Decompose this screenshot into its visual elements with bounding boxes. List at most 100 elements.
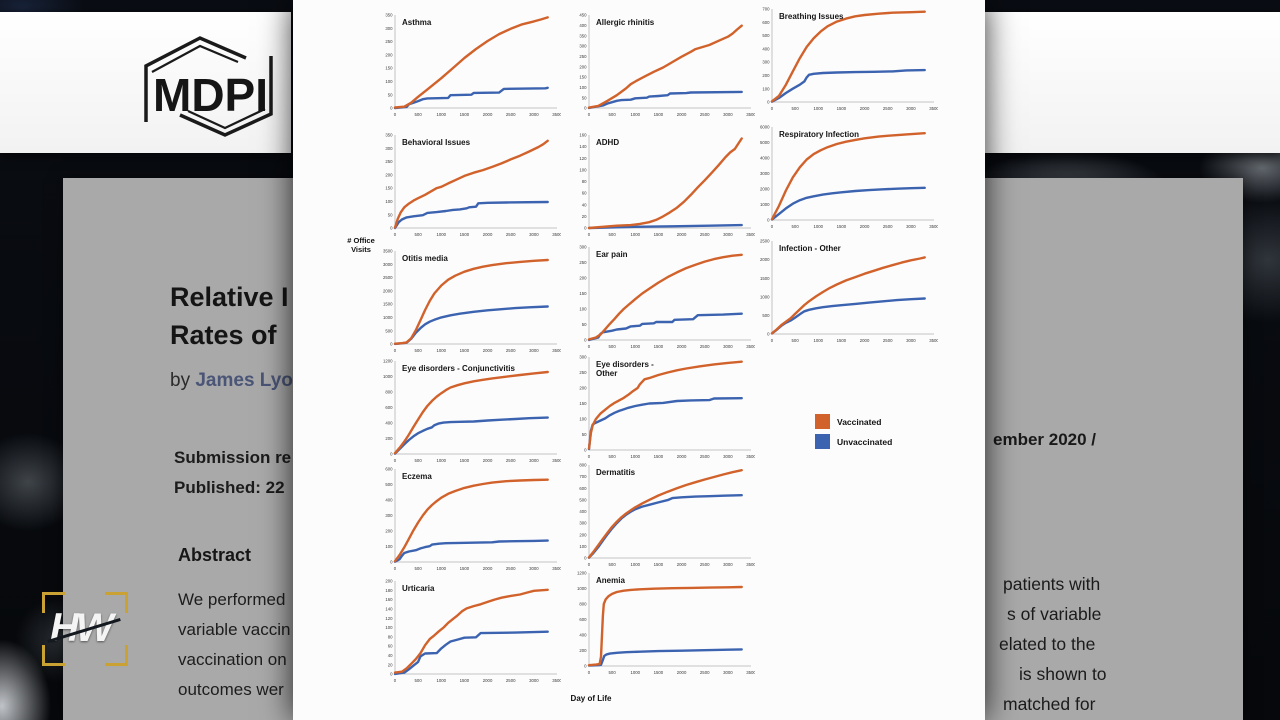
submission-line: Submission re: [174, 448, 292, 467]
svg-text:500: 500: [415, 112, 423, 117]
chart-ear-pain: 0 50 100 150 200 250 300 0 500 1000 1500 2000 2500 30…: [565, 240, 756, 358]
paper-page-center: # Office Visits 0 50 100 150 200 250 300 350 0 50…: [293, 0, 985, 720]
author-link[interactable]: James Lyo: [195, 370, 293, 391]
svg-text:50: 50: [582, 95, 587, 100]
svg-text:200: 200: [579, 532, 587, 537]
svg-text:3500: 3500: [929, 106, 938, 111]
svg-text:3000: 3000: [723, 454, 733, 459]
svg-text:1500: 1500: [460, 112, 470, 117]
svg-text:100: 100: [579, 417, 587, 422]
svg-text:300: 300: [385, 146, 393, 151]
chart-eczema: 0 100 200 300 400 500 600 0 500 1000 1500 2000 2500 3…: [371, 462, 562, 580]
svg-text:Allergic rhinitis: Allergic rhinitis: [596, 18, 655, 27]
svg-text:0: 0: [771, 338, 774, 343]
svg-text:5000: 5000: [760, 140, 770, 145]
chart-dermatitis: 0 100 200 300 400 500 600 700 800 0 500 1000 1500 200…: [565, 458, 756, 576]
svg-text:500: 500: [385, 328, 393, 333]
svg-text:0: 0: [394, 112, 397, 117]
svg-text:3000: 3000: [383, 262, 393, 267]
svg-text:500: 500: [415, 566, 423, 571]
svg-text:1200: 1200: [383, 359, 393, 364]
svg-text:1000: 1000: [437, 678, 447, 683]
svg-text:3500: 3500: [746, 344, 755, 349]
svg-text:500: 500: [415, 678, 423, 683]
svg-text:1000: 1000: [814, 224, 824, 229]
svg-text:0: 0: [390, 342, 393, 347]
svg-text:700: 700: [762, 7, 770, 12]
svg-text:400: 400: [385, 498, 393, 503]
svg-text:Asthma: Asthma: [402, 18, 432, 27]
svg-text:3500: 3500: [552, 458, 561, 463]
svg-text:3000: 3000: [723, 112, 733, 117]
svg-text:60: 60: [388, 644, 393, 649]
svg-text:1500: 1500: [654, 670, 664, 675]
svg-text:3000: 3000: [529, 232, 539, 237]
svg-text:2500: 2500: [700, 112, 710, 117]
svg-text:500: 500: [415, 348, 423, 353]
svg-text:0: 0: [588, 454, 591, 459]
svg-text:50: 50: [582, 432, 587, 437]
svg-text:0: 0: [394, 348, 397, 353]
svg-text:80: 80: [388, 634, 393, 639]
svg-text:1000: 1000: [631, 454, 641, 459]
mdpi-logo-band: MDPI: [0, 12, 291, 153]
chart-behavioral-issues: 0 50 100 150 200 250 300 350 0 500 1000 1500 2000 250…: [371, 128, 562, 246]
svg-text:1000: 1000: [437, 232, 447, 237]
svg-text:250: 250: [579, 54, 587, 59]
svg-text:Dermatitis: Dermatitis: [596, 468, 636, 477]
paper-title-line2: Rates of: [170, 320, 277, 350]
svg-text:200: 200: [385, 529, 393, 534]
svg-text:300: 300: [762, 60, 770, 65]
svg-text:500: 500: [792, 106, 800, 111]
svg-text:1500: 1500: [460, 458, 470, 463]
svg-text:2500: 2500: [506, 566, 516, 571]
svg-text:200: 200: [385, 172, 393, 177]
svg-text:Respiratory Infection: Respiratory Infection: [779, 130, 859, 139]
svg-text:200: 200: [579, 64, 587, 69]
svg-text:Eye disorders -: Eye disorders -: [596, 360, 654, 369]
svg-text:350: 350: [579, 33, 587, 38]
svg-text:800: 800: [579, 463, 587, 468]
text-line: patients with: [1003, 574, 1101, 594]
svg-text:1500: 1500: [460, 678, 470, 683]
chart-asthma: 0 50 100 150 200 250 300 350 0 500 1000 1500 2000 250…: [371, 8, 562, 126]
svg-text:1500: 1500: [460, 566, 470, 571]
paper-page-left: Relative I Rates of by James Lyo Submiss…: [63, 178, 293, 720]
svg-text:150: 150: [579, 291, 587, 296]
legend-label: Unvaccinated: [837, 436, 893, 447]
svg-text:Ear pain: Ear pain: [596, 250, 628, 259]
svg-text:400: 400: [579, 509, 587, 514]
svg-text:600: 600: [385, 405, 393, 410]
svg-text:2500: 2500: [883, 224, 893, 229]
svg-text:100: 100: [579, 167, 587, 172]
chart-anemia: 0 200 400 600 800 1000 1200 0 500 1000 1500 2000 250…: [565, 566, 756, 684]
chart-eye-disorders-other: 0 50 100 150 200 250 300 0 500 1000 1500 2000 2500 30…: [565, 350, 756, 468]
mdpi-logo-text: MDPI: [153, 69, 268, 121]
svg-text:3500: 3500: [746, 670, 755, 675]
svg-text:0: 0: [390, 672, 393, 677]
svg-text:1000: 1000: [437, 348, 447, 353]
byline: by James Lyo: [170, 370, 293, 392]
svg-text:100: 100: [579, 544, 587, 549]
text-line: is shown to: [1019, 664, 1107, 684]
unvaccinated-swatch: [815, 434, 830, 449]
svg-text:500: 500: [579, 497, 587, 502]
svg-text:Breathing Issues: Breathing Issues: [779, 12, 844, 21]
svg-text:1000: 1000: [631, 670, 641, 675]
svg-text:0: 0: [588, 232, 591, 237]
svg-text:2000: 2000: [383, 288, 393, 293]
svg-text:2500: 2500: [506, 112, 516, 117]
svg-text:1000: 1000: [814, 106, 824, 111]
svg-text:3500: 3500: [929, 338, 938, 343]
svg-text:120: 120: [579, 156, 587, 161]
svg-text:250: 250: [579, 370, 587, 375]
svg-text:200: 200: [385, 436, 393, 441]
svg-text:Urticaria: Urticaria: [402, 584, 435, 593]
svg-text:500: 500: [609, 670, 617, 675]
svg-text:160: 160: [579, 133, 587, 138]
svg-text:1000: 1000: [631, 344, 641, 349]
svg-text:120: 120: [385, 616, 393, 621]
svg-text:0: 0: [390, 106, 393, 111]
hw-watermark-logo: HW: [42, 592, 128, 666]
svg-text:1500: 1500: [837, 224, 847, 229]
